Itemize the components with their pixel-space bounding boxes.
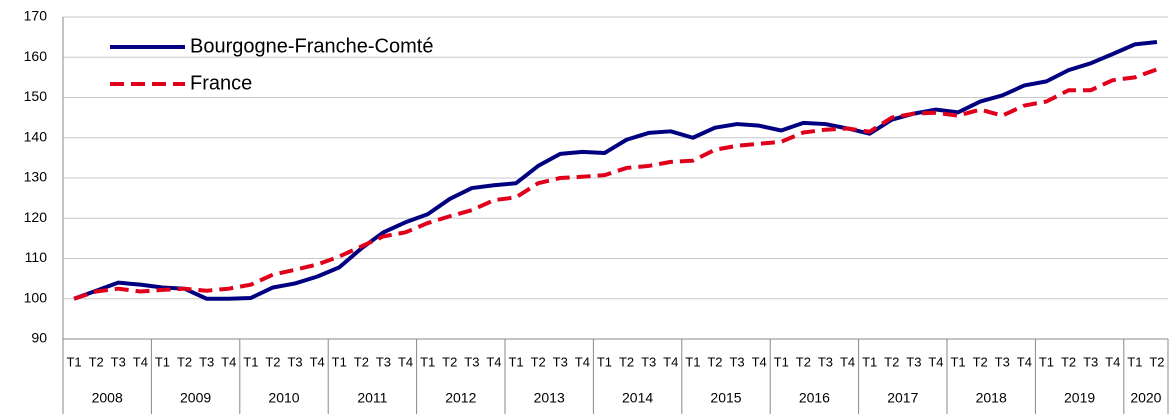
- x-tick-label: T4: [663, 354, 678, 369]
- x-tick-label: T2: [531, 354, 546, 369]
- legend-label: Bourgogne-Franche-Comté: [190, 35, 433, 57]
- x-tick-label: T2: [884, 354, 899, 369]
- x-group-label: 2009: [180, 390, 211, 406]
- x-tick-label: T3: [199, 354, 214, 369]
- x-group-label: 2014: [622, 390, 653, 406]
- x-group-label: 2011: [357, 390, 387, 406]
- x-tick-label: T3: [1083, 354, 1098, 369]
- y-tick-label: 140: [24, 128, 48, 144]
- x-group-label: 2020: [1130, 390, 1161, 406]
- x-tick-label: T3: [111, 354, 126, 369]
- y-tick-label: 130: [24, 169, 48, 185]
- x-tick-label: T1: [1039, 354, 1054, 369]
- x-tick-label: T2: [973, 354, 988, 369]
- x-tick-label: T1: [774, 354, 789, 369]
- x-tick-label: T4: [840, 354, 855, 369]
- y-tick-label: 160: [24, 48, 48, 64]
- x-tick-label: T1: [1127, 354, 1142, 369]
- x-tick-label: T3: [906, 354, 921, 369]
- x-tick-label: T2: [354, 354, 369, 369]
- y-tick-label: 90: [31, 330, 47, 346]
- legend-label: France: [190, 72, 252, 94]
- x-tick-label: T4: [221, 354, 236, 369]
- x-tick-label: T1: [332, 354, 347, 369]
- x-tick-label: T2: [1061, 354, 1076, 369]
- x-tick-label: T1: [508, 354, 523, 369]
- x-tick-label: T4: [398, 354, 413, 369]
- x-group-label: 2019: [1064, 390, 1095, 406]
- y-tick-label: 100: [24, 289, 48, 305]
- x-tick-label: T4: [928, 354, 943, 369]
- x-tick-label: T3: [376, 354, 391, 369]
- x-group-label: 2012: [445, 390, 476, 406]
- x-tick-label: T1: [243, 354, 258, 369]
- x-tick-label: T2: [265, 354, 280, 369]
- x-tick-label: T1: [685, 354, 700, 369]
- x-group-label: 2017: [887, 390, 918, 406]
- x-tick-label: T1: [155, 354, 170, 369]
- x-tick-label: T1: [862, 354, 877, 369]
- x-tick-label: T2: [707, 354, 722, 369]
- x-group-label: 2018: [976, 390, 1007, 406]
- x-group-label: 2013: [534, 390, 565, 406]
- x-tick-label: T3: [464, 354, 479, 369]
- x-tick-label: T3: [553, 354, 568, 369]
- x-tick-label: T2: [442, 354, 457, 369]
- y-tick-label: 150: [24, 88, 48, 104]
- x-group-label: 2008: [92, 390, 123, 406]
- x-tick-label: T2: [89, 354, 104, 369]
- x-tick-label: T1: [597, 354, 612, 369]
- x-tick-label: T4: [575, 354, 590, 369]
- x-tick-label: T3: [287, 354, 302, 369]
- x-tick-label: T3: [729, 354, 744, 369]
- x-tick-label: T3: [818, 354, 833, 369]
- x-tick-label: T4: [310, 354, 325, 369]
- x-tick-label: T2: [796, 354, 811, 369]
- x-tick-label: T1: [66, 354, 81, 369]
- x-tick-label: T2: [1149, 354, 1164, 369]
- y-tick-label: 110: [25, 249, 48, 265]
- x-tick-label: T4: [1105, 354, 1120, 369]
- y-tick-label: 120: [24, 209, 48, 225]
- series-line: [73, 67, 1158, 301]
- x-tick-label: T1: [420, 354, 435, 369]
- x-group-label: 2015: [710, 390, 741, 406]
- x-tick-label: T2: [619, 354, 634, 369]
- x-group-label: 2016: [799, 390, 830, 406]
- x-tick-label: T3: [995, 354, 1010, 369]
- x-tick-label: T4: [133, 354, 148, 369]
- y-tick-label: 170: [24, 8, 48, 24]
- x-tick-label: T4: [752, 354, 767, 369]
- x-tick-label: T3: [641, 354, 656, 369]
- x-tick-label: T1: [950, 354, 965, 369]
- x-group-label: 2010: [268, 390, 299, 406]
- x-tick-label: T4: [486, 354, 501, 369]
- x-tick-label: T4: [1017, 354, 1032, 369]
- x-tick-label: T2: [177, 354, 192, 369]
- series-line: [73, 39, 1158, 301]
